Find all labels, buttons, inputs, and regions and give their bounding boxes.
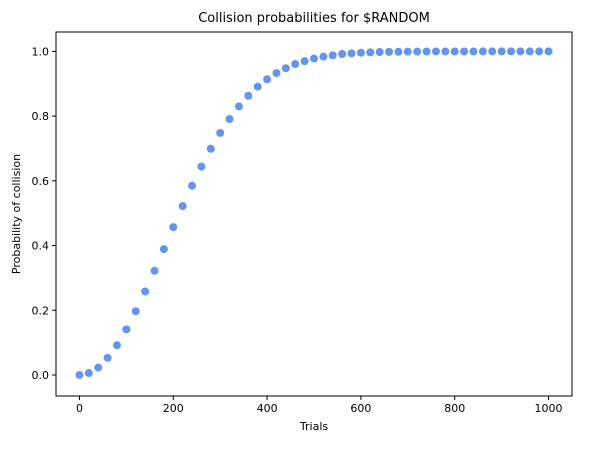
x-tick-label: 0 [76, 402, 83, 415]
data-point [131, 307, 140, 316]
y-axis-label: Probability of collision [10, 154, 23, 274]
data-point [469, 47, 478, 56]
data-point [291, 60, 300, 69]
y-tick-label: 0.8 [32, 110, 50, 123]
data-point [225, 115, 234, 124]
data-point [450, 47, 459, 56]
data-point [244, 91, 253, 100]
data-point [356, 48, 365, 57]
plot-frame [55, 31, 573, 397]
data-point [385, 47, 394, 56]
x-axis: 0 200 400 600 800 1000 [76, 396, 563, 415]
data-point [122, 325, 131, 334]
data-point [328, 51, 337, 60]
y-tick-label: 0.0 [32, 369, 50, 382]
data-point [488, 47, 497, 56]
data-point [310, 54, 318, 63]
data-point [169, 223, 178, 232]
data-point [253, 82, 262, 91]
data-point [112, 341, 121, 350]
data-point [403, 47, 412, 56]
data-point [141, 287, 150, 296]
y-tick-label: 0.4 [32, 240, 50, 253]
data-point [375, 48, 384, 57]
data-point [300, 57, 309, 66]
data-point [544, 47, 553, 56]
data-point [366, 48, 375, 57]
x-tick-label: 1000 [535, 402, 563, 415]
data-point [75, 370, 84, 379]
y-axis: 0.0 0.2 0.4 0.6 0.8 1.0 [32, 45, 56, 382]
data-point [272, 69, 281, 78]
data-point [263, 75, 272, 84]
data-point [281, 64, 290, 73]
data-point [431, 47, 440, 56]
data-point [216, 128, 225, 137]
y-tick-label: 0.2 [32, 304, 50, 317]
data-point [422, 47, 431, 56]
data-point [188, 181, 197, 190]
data-point [413, 47, 422, 56]
chart-title: Collision probabilities for $RANDOM [198, 11, 430, 26]
data-point [507, 47, 516, 56]
data-point [394, 47, 403, 56]
data-point [319, 52, 328, 61]
data-point [178, 202, 187, 211]
data-point [441, 47, 450, 56]
data-point [206, 144, 215, 153]
data-point [159, 245, 168, 254]
data-point [516, 47, 525, 56]
data-point [150, 266, 159, 275]
y-tick-label: 0.6 [32, 175, 50, 188]
x-axis-label: Trials [299, 420, 328, 433]
data-point [234, 102, 243, 111]
x-tick-label: 800 [444, 402, 465, 415]
x-tick-label: 600 [350, 402, 371, 415]
x-tick-label: 200 [163, 402, 184, 415]
data-point [347, 49, 356, 58]
data-point [535, 47, 544, 56]
x-tick-label: 400 [257, 402, 278, 415]
data-point [94, 363, 103, 372]
data-point [460, 47, 469, 56]
data-point [338, 50, 347, 59]
data-point [525, 47, 534, 56]
plot-area [55, 31, 573, 397]
data-point [84, 369, 93, 378]
data-point [197, 162, 206, 171]
data-point [497, 47, 506, 56]
data-point [478, 47, 487, 56]
data-point [103, 353, 112, 362]
y-tick-label: 1.0 [32, 45, 50, 58]
